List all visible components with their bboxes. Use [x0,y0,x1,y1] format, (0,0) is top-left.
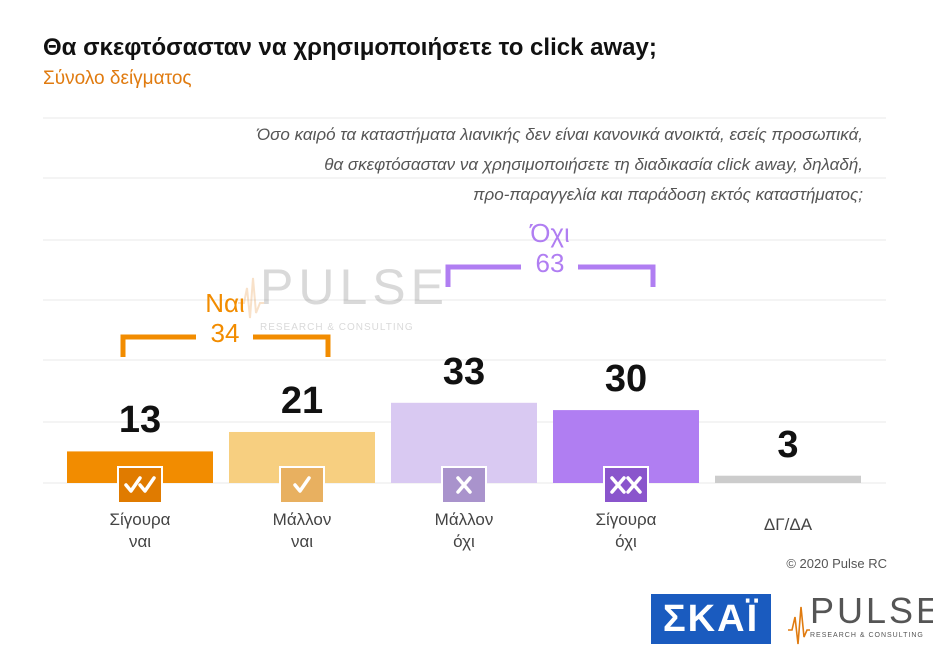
category-label-dk-da: ΔΓ/ΔΑ [713,514,863,536]
category-label-line: Σίγουρα [595,510,657,529]
group-label-no: Όχι 63 [520,218,580,278]
category-label-line: όχι [615,532,637,551]
value-label-sigoura-nai: 13 [118,399,162,442]
category-label-line: Μάλλον [434,510,494,529]
check-mark [293,476,311,493]
badge-mallon-nai-icon [279,466,325,504]
category-label-sigoura-oxi: Σίγουρα όχι [551,509,701,553]
category-label-line: ναι [128,532,152,551]
cross-stroke [610,476,626,494]
group-label-yes: Ναι 34 [195,288,255,348]
value-label-sigoura-oxi: 30 [604,358,648,401]
group-yes-value: 34 [210,318,240,348]
badge-sigoura-nai-icon [117,466,163,504]
pulse-wave-icon [238,277,268,319]
bracket-no-right [578,264,656,287]
bracket-no-left [445,264,521,287]
category-label-line: Μάλλον [272,510,332,529]
group-no-value: 63 [535,248,565,278]
pulse-logo-wave-icon [788,606,810,645]
group-yes-label: Ναι [205,288,245,318]
category-label-mallon-nai: Μάλλον ναι [227,509,377,553]
value-label-dk-da: 3 [777,423,799,466]
bar-dk-da [715,475,861,483]
group-no-label: Όχι [530,218,570,248]
bracket-yes-left [120,334,196,357]
pulse-watermark: PULSE RESEARCH & CONSULTING [238,258,444,338]
question-line-3: προ-παραγγελία και παράδοση εκτός καταστ… [473,185,863,204]
skai-logo: ΣΚΑΪ [651,594,771,644]
copyright-text: © 2020 Pulse RC [786,556,887,571]
pulse-logo-tagline: RESEARCH & CONSULTING [810,632,924,639]
bracket-yes-right [253,334,331,357]
category-label-mallon-oxi: Μάλλον όχι [389,509,539,553]
category-label-line: ναι [290,532,314,551]
check-mark [124,476,142,493]
value-label-mallon-oxi: 33 [442,350,486,393]
question-line-2: θα σκεφτόσασταν να χρησιμοποιήσετε τη δι… [324,155,863,174]
chart-subtitle: Σύνολο δείγματος [43,68,192,89]
cross-stroke [456,476,472,494]
category-label-sigoura-nai: Σίγουρα ναι [65,509,215,553]
question-line-1: Όσο καιρό τα καταστήματα λιανικής δεν εί… [256,125,863,144]
category-label-line: Σίγουρα [109,510,171,529]
chart-title: Θα σκεφτόσασταν να χρησιμοποιήσετε το cl… [43,34,657,61]
watermark-name: PULSE [260,259,449,315]
pulse-logo-name: PULSE [810,590,933,631]
value-label-mallon-nai: 21 [280,379,324,422]
category-label-line: ΔΓ/ΔΑ [763,515,813,534]
badge-box-sigoura-oxi [603,466,649,504]
category-label-line: όχι [453,532,475,551]
badge-box-mallon-nai [279,466,325,504]
badge-sigoura-oxi-icon [603,466,649,504]
pulse-logo: PULSE RESEARCH & CONSULTING [788,590,933,650]
bracket-no [445,264,656,287]
check-mark [138,476,156,493]
watermark-tagline: RESEARCH & CONSULTING [260,322,414,333]
bracket-yes [120,334,331,357]
badge-mallon-oxi-icon [441,466,487,504]
survey-question: Όσο καιρό τα καταστήματα λιανικής δεν εί… [103,120,863,210]
cross-stroke [626,476,642,494]
